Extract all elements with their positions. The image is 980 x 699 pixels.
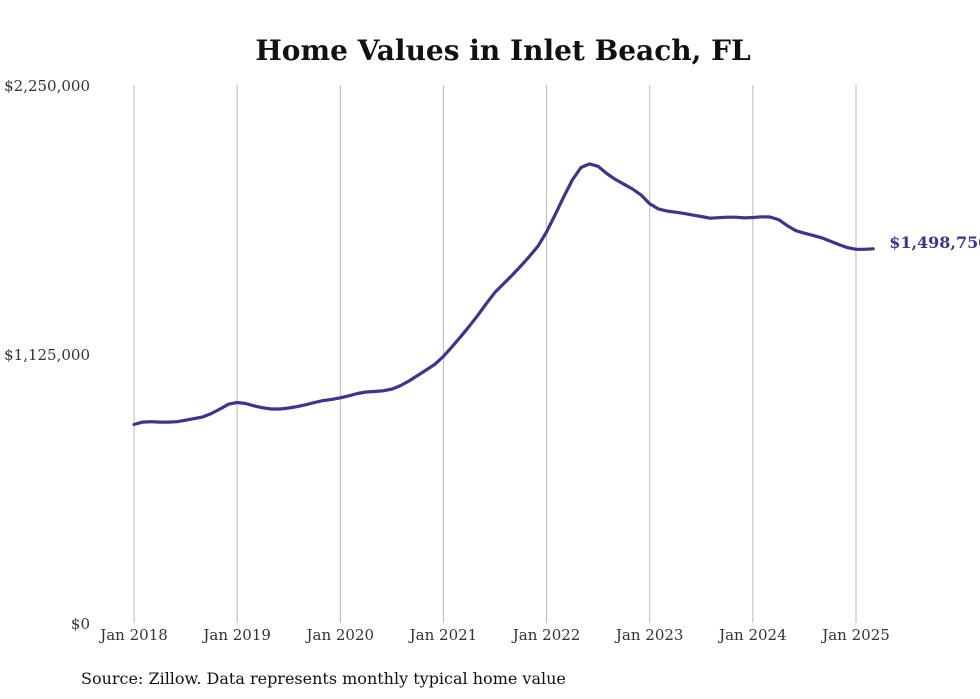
y-tick-label: $1,125,000 bbox=[4, 346, 90, 364]
gridlines bbox=[133, 85, 857, 623]
x-tick-label: Jan 2019 bbox=[201, 626, 271, 644]
x-tick-label: Jan 2021 bbox=[408, 626, 478, 644]
x-tick-label: Jan 2023 bbox=[614, 626, 684, 644]
series-line bbox=[132, 162, 875, 427]
y-tick-label: $0 bbox=[71, 615, 90, 633]
y-axis-ticks: $0 $1,125,000 $2,250,000 bbox=[4, 77, 90, 633]
y-tick-label: $2,250,000 bbox=[4, 77, 90, 95]
x-tick-label: Jan 2024 bbox=[717, 626, 787, 644]
source-note: Source: Zillow. Data represents monthly … bbox=[81, 669, 566, 688]
x-axis-ticks: Jan 2018 Jan 2019 Jan 2020 Jan 2021 Jan 2022… bbox=[98, 626, 890, 644]
x-tick-label: Jan 2022 bbox=[511, 626, 581, 644]
last-value-label: $1,498,750 bbox=[889, 233, 980, 252]
series-layer bbox=[132, 162, 875, 427]
x-tick-label: Jan 2020 bbox=[305, 626, 375, 644]
x-tick-label: Jan 2025 bbox=[820, 626, 890, 644]
x-tick-label: Jan 2018 bbox=[98, 626, 168, 644]
chart-title: Home Values in Inlet Beach, FL bbox=[255, 34, 751, 67]
